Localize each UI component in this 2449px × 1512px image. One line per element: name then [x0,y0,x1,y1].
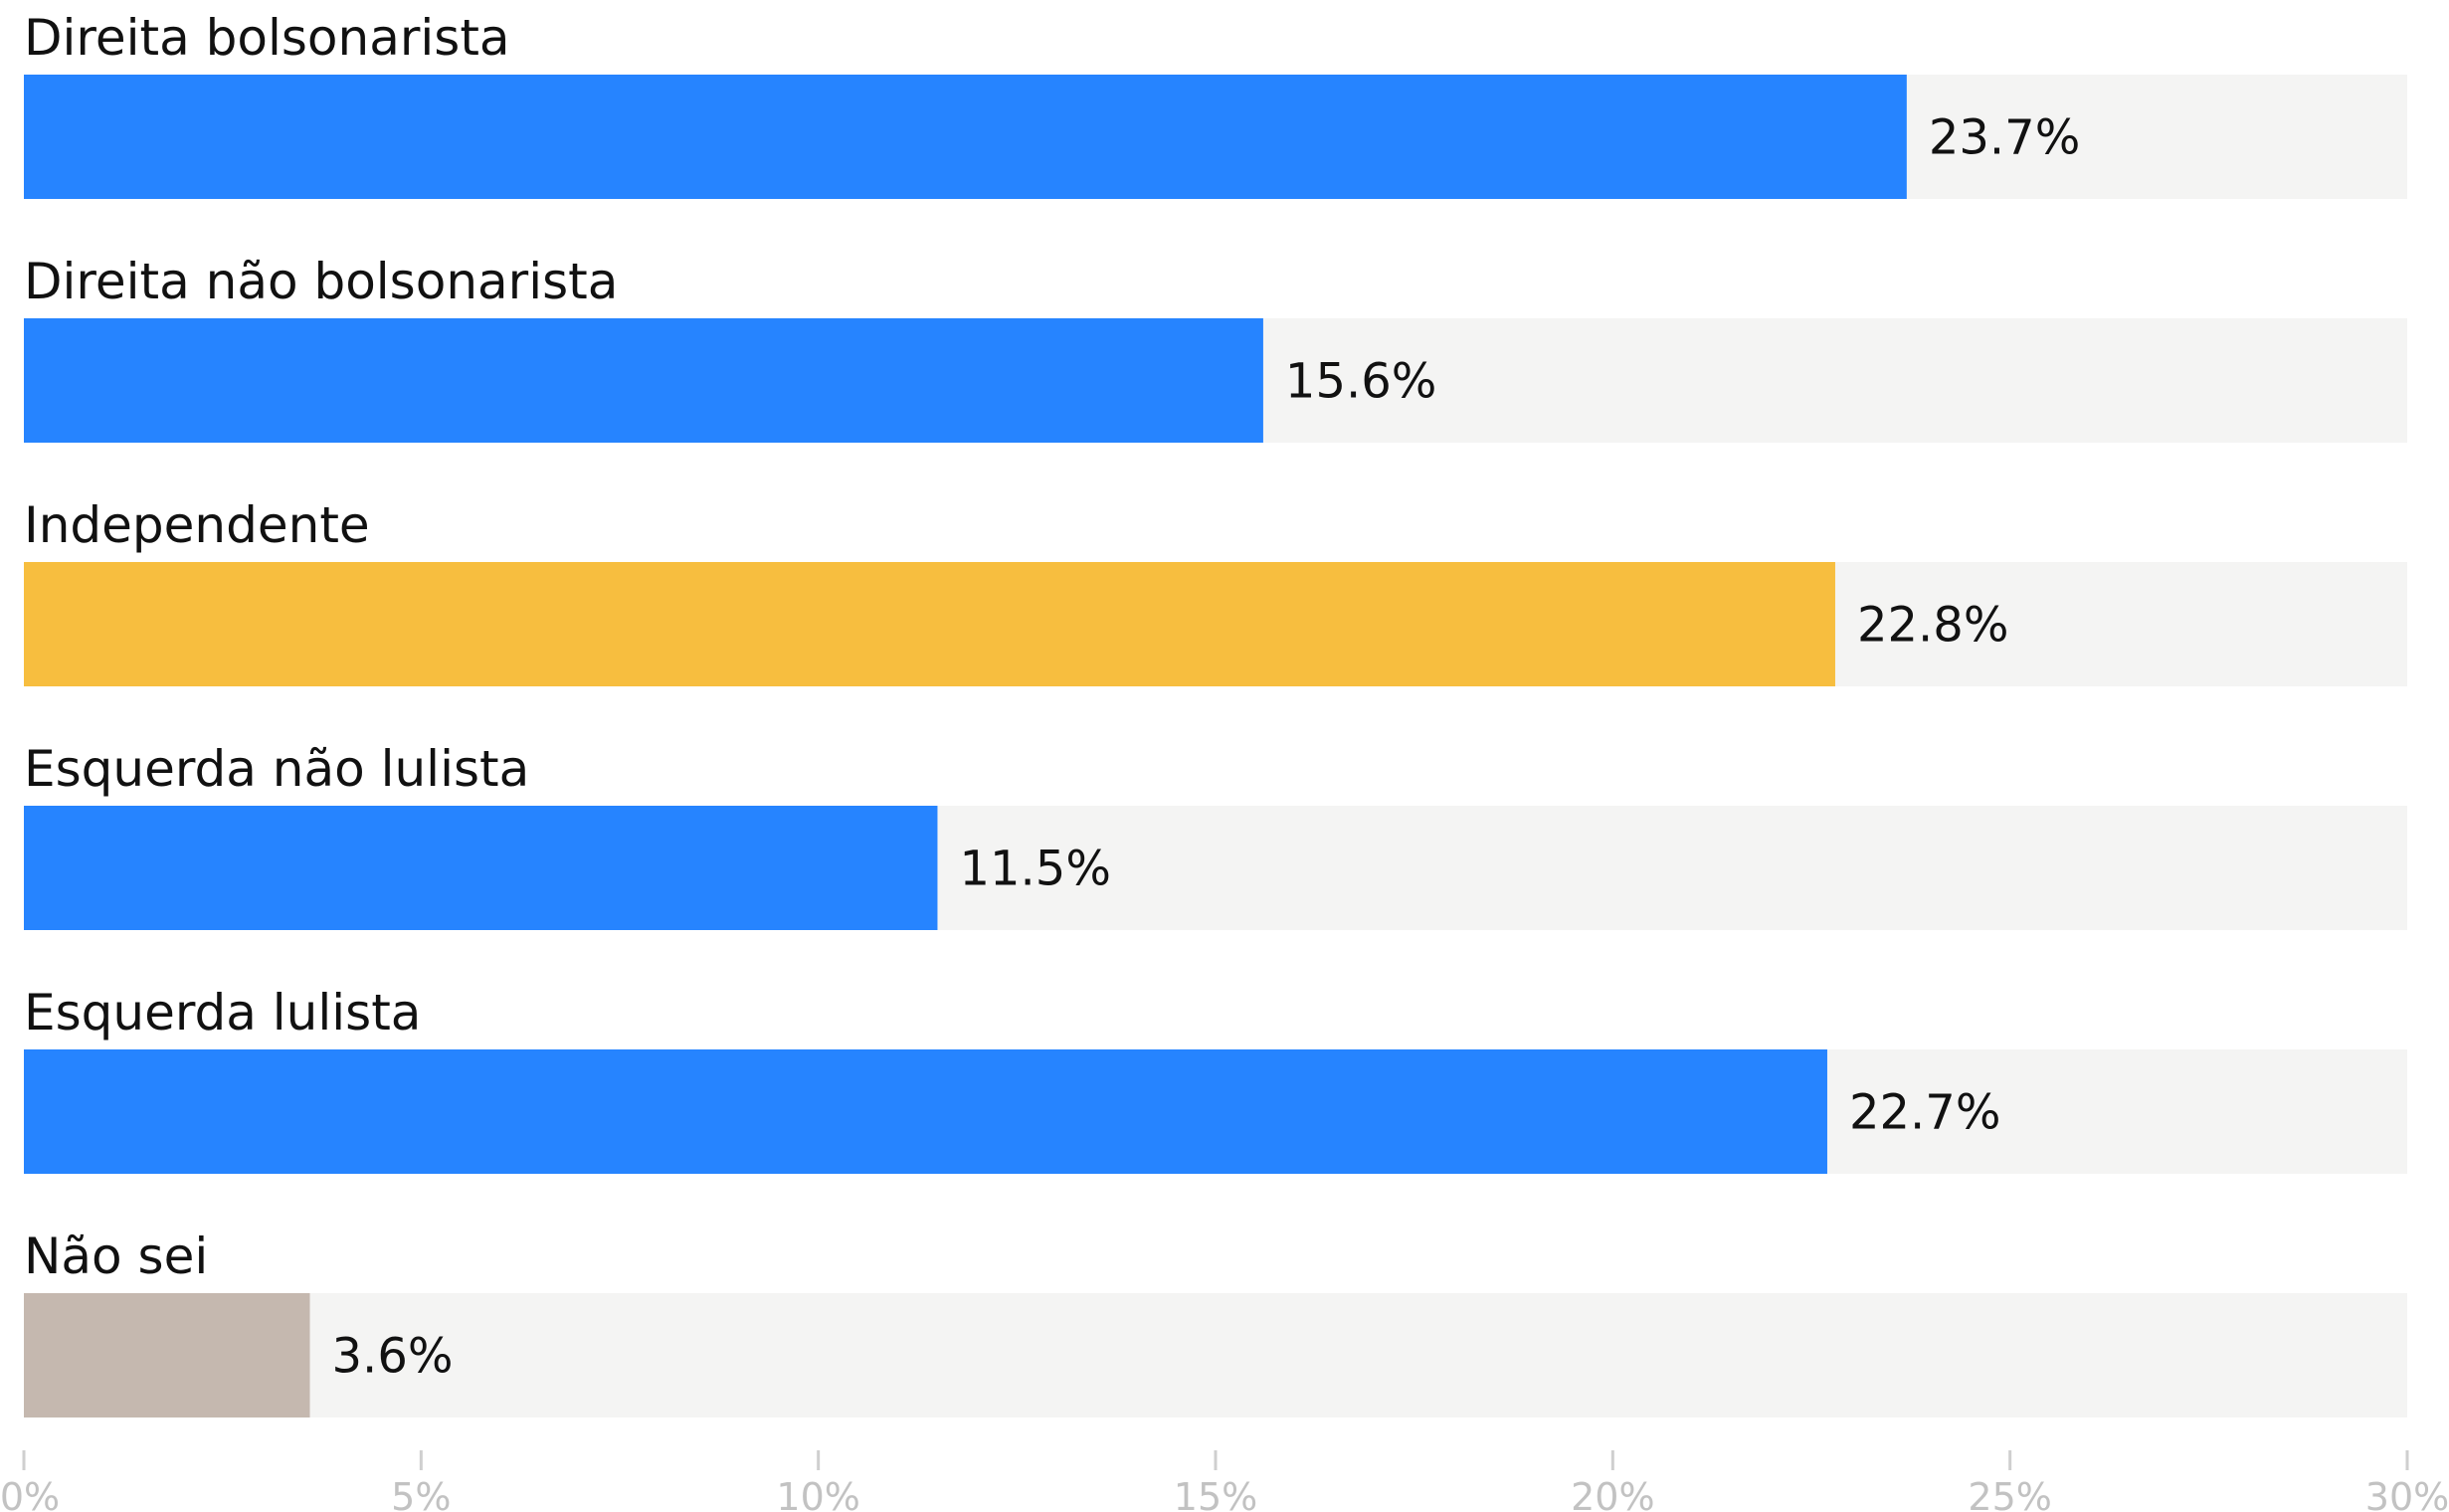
value-label: 15.6% [1285,354,1436,410]
bar-direita-nao-bolsonarista [24,318,1263,443]
value-label: 22.8% [1857,598,2008,654]
x-tick-label: 0% [0,1475,60,1512]
x-tick-label: 5% [391,1475,451,1512]
x-tick-label: 15% [1174,1475,1257,1512]
value-label: 23.7% [1929,110,2080,166]
bar-direita-bolsonarista [24,75,1907,199]
x-axis: 0% 5% 10% 15% 20% 25% 30% [0,1450,2449,1512]
bar-row-direita-nao-bolsonarista: Direita não bolsonarista 15.6% [24,253,2407,443]
bar-row-nao-sei: Não sei 3.6% [24,1228,2407,1418]
x-tick-label: 25% [1968,1475,2051,1512]
bar-nao-sei [24,1293,310,1418]
bar-row-independente: Independente 22.8% [24,496,2407,686]
category-label: Esquerda lulista [24,984,421,1041]
category-label: Esquerda não lulista [24,740,529,798]
bar-independente [24,562,1835,686]
bar-esquerda-lulista [24,1049,1827,1174]
bar-esquerda-nao-lulista [24,806,938,930]
bars-group: Direita bolsonarista 23.7% Direita não bol… [24,9,2407,1418]
value-label: 22.7% [1849,1085,2000,1141]
bar-row-esquerda-lulista: Esquerda lulista 22.7% [24,984,2407,1174]
value-label: 3.6% [332,1329,454,1385]
bar-row-direita-bolsonarista: Direita bolsonarista 23.7% [24,9,2407,199]
bar-track [24,1293,2407,1418]
x-tick-label: 30% [2365,1475,2449,1512]
category-label: Independente [24,496,370,554]
category-label: Direita não bolsonarista [24,253,618,310]
x-tick-label: 20% [1571,1475,1654,1512]
value-label: 11.5% [959,842,1110,897]
bar-row-esquerda-nao-lulista: Esquerda não lulista 11.5% [24,740,2407,930]
category-label: Direita bolsonarista [24,9,510,67]
category-label: Não sei [24,1228,208,1285]
x-tick-label: 10% [776,1475,859,1512]
